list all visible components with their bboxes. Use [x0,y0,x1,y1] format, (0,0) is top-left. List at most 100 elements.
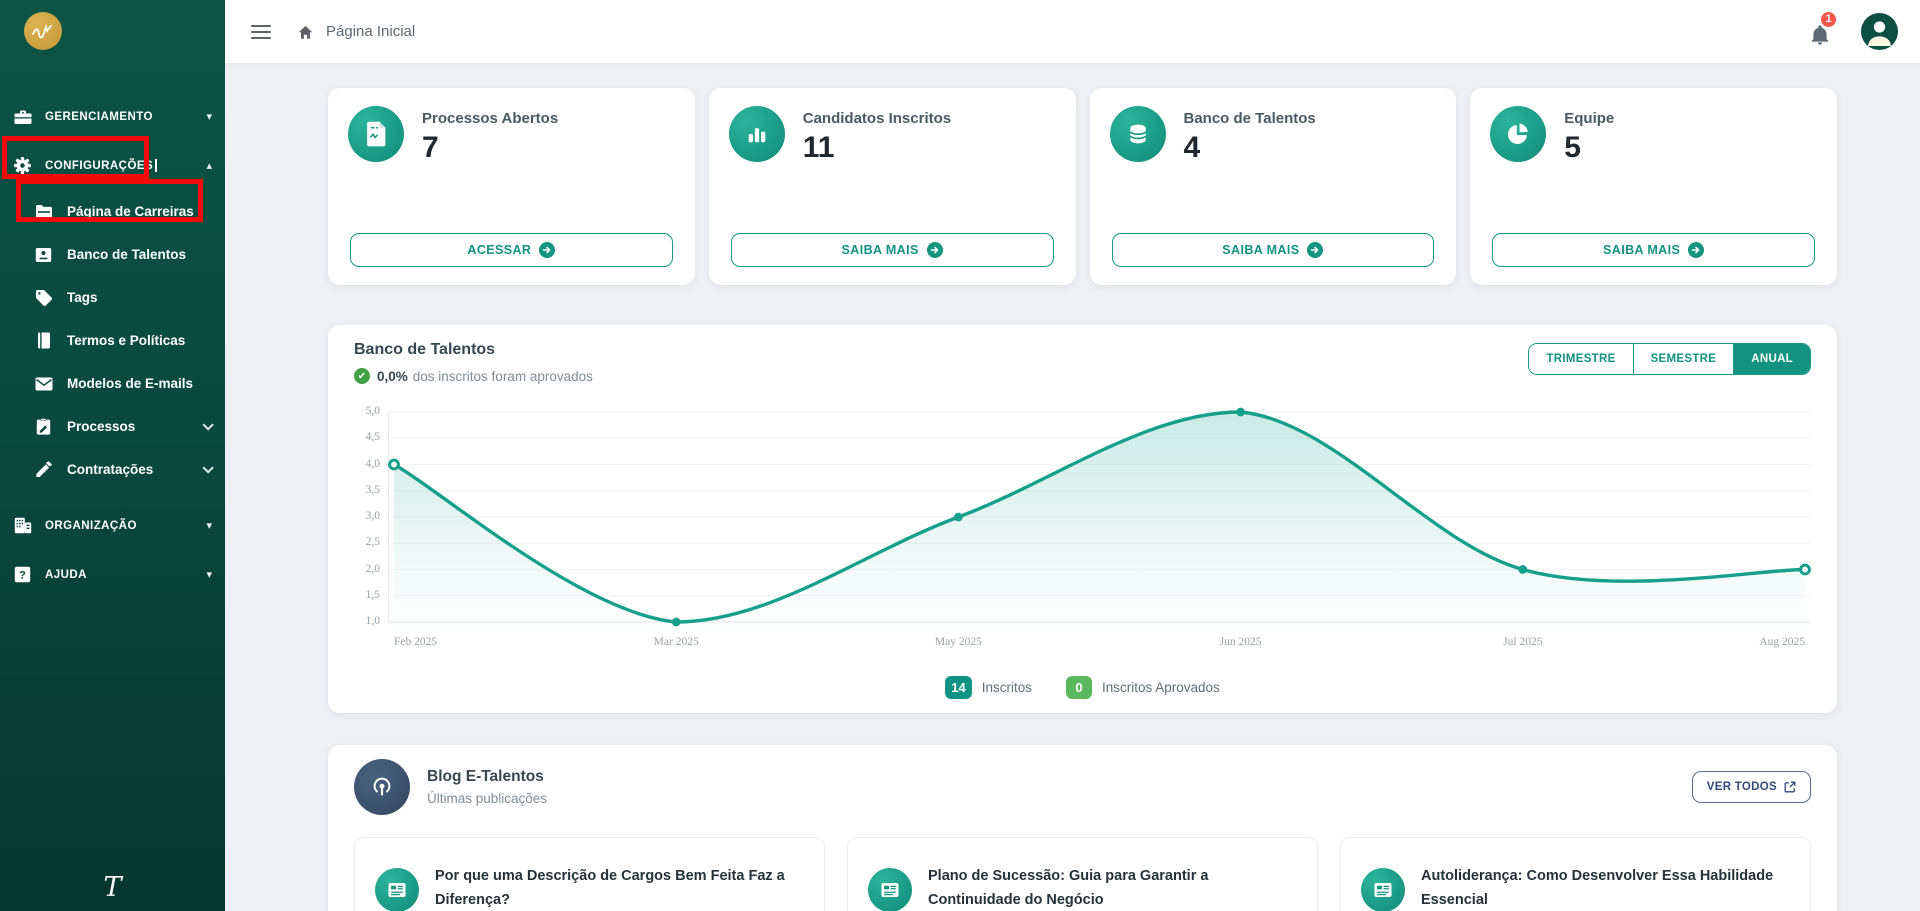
y-axis: 5,0 4,5 4,0 3,5 3,0 2,5 2,0 1,5 1,0 [354,400,388,632]
card-title: Equipe [1564,110,1615,127]
sidebar-item-tags[interactable]: Tags [0,276,225,319]
sidebar-item-pagina-de-carreiras[interactable]: Página de Carreiras [0,190,225,233]
card-title: Banco de Talentos [1183,110,1316,127]
svg-text:?: ? [19,569,26,581]
tag-icon [34,288,53,307]
period-toggle-group: TRIMESTRE SEMESTRE ANUAL [1528,343,1811,375]
pie-chart-icon [1490,106,1547,162]
data-point[interactable] [1799,563,1811,576]
y-axis-label: 4,0 [365,457,380,470]
y-axis-label: 1,5 [365,588,380,601]
chevron-down-icon: ▾ [206,569,212,581]
news-icon [868,868,912,911]
avatar-icon [1868,21,1891,46]
sidebar-item-label: GERENCIAMENTO [45,110,153,123]
blog-post-card[interactable]: Por que uma Descrição de Cargos Bem Feit… [354,837,825,911]
card-value: 7 [422,131,439,164]
legend-item-inscritos: 14 Inscritos [945,676,1032,699]
sidebar-item-label: Modelos de E-mails [67,376,194,391]
notifications-button[interactable]: 1 [1809,9,1838,47]
question-icon: ? [13,565,32,584]
sidebar-item-label: ORGANIZAÇÃO [45,519,137,532]
book-icon [34,331,53,350]
blog-title: Blog E-Talentos [427,768,544,785]
card-banco-de-talentos: Banco de Talentos 4 SAIBA MAIS [1089,88,1457,285]
sidebar-item-processos[interactable]: Processos [0,405,225,448]
button-label: SAIBA MAIS [841,243,919,257]
arrow-circle-right-icon [1688,242,1705,258]
data-point[interactable] [388,458,400,471]
menu-icon[interactable] [251,21,271,43]
toggle-semestre[interactable]: SEMESTRE [1633,344,1735,374]
chart-line [392,410,1807,624]
sidebar-item-configuracoes[interactable]: CONFIGURAÇÕES ▴ [0,141,225,190]
document-icon [348,106,404,162]
saiba-mais-button[interactable]: SAIBA MAIS [730,233,1054,267]
sidebar-item-label: Banco de Talentos [67,247,187,262]
folder-icon [34,202,53,221]
id-card-icon [34,245,53,264]
gear-icon [13,156,32,175]
bar-chart-icon [728,106,785,162]
blog-posts-row: Por que uma Descrição de Cargos Bem Feit… [354,837,1811,911]
toggle-anual[interactable]: ANUAL [1734,344,1810,374]
sidebar-item-label: AJUDA [45,568,87,581]
blog-post-card[interactable]: Autoliderança: Como Desenvolver Essa Hab… [1340,837,1811,911]
sidebar-item-gerenciamento[interactable]: GERENCIAMENTO ▾ [0,92,225,141]
x-axis-label: Mar 2025 [653,636,699,648]
blog-post-card[interactable]: Plano de Sucessão: Guia para Garantir a … [847,837,1318,911]
news-icon [1361,868,1405,911]
topbar: Página Inicial 1 [225,0,1920,64]
ver-todos-button[interactable]: VER TODOS [1691,771,1811,803]
data-point[interactable] [671,617,681,627]
button-label: ACESSAR [467,243,532,257]
sidebar-item-termos-e-politicas[interactable]: Termos e Políticas [0,319,225,362]
footer-brand-logo: T [103,872,122,903]
legend-count-badge: 14 [945,676,972,699]
sidebar-item-ajuda[interactable]: ? AJUDA ▾ [0,550,225,599]
user-avatar[interactable] [1861,13,1898,50]
legend-label: Inscritos Aprovados [1101,680,1220,695]
sidebar-item-label: Contratações [67,462,154,477]
saiba-mais-button[interactable]: SAIBA MAIS [1492,233,1815,267]
text-cursor [155,159,157,172]
data-point[interactable] [954,512,963,522]
news-icon [375,868,419,911]
sidebar-item-contratacoes[interactable]: Contratações [0,448,225,491]
card-value: 11 [802,131,835,164]
logo-squiggle-icon [32,23,52,39]
chart-legend: 14 Inscritos 0 Inscritos Aprovados [354,676,1811,699]
y-axis-label: 1,0 [365,615,380,627]
blog-post-title: Plano de Sucessão: Guia para Garantir a … [928,868,1209,908]
chart-title: Banco de Talentos [354,341,496,358]
breadcrumb[interactable]: Página Inicial [296,23,415,41]
chevron-down-icon: ▾ [206,520,212,532]
arrow-circle-right-icon [926,242,943,258]
button-label: SAIBA MAIS [1603,243,1681,257]
data-point[interactable] [1518,565,1528,574]
y-axis-label: 3,5 [365,483,380,496]
legend-label: Inscritos [981,680,1032,695]
button-label: SAIBA MAIS [1222,243,1300,257]
saiba-mais-button[interactable]: SAIBA MAIS [1111,233,1435,267]
x-axis: Feb 2025 Mar 2025 May 2025 Jun 2025 Jul 2025… [388,636,1811,652]
sidebar-item-banco-de-talentos[interactable]: Banco de Talentos [0,233,225,276]
approval-rate-value: 0,0% [377,368,408,384]
x-axis-label: Jul 2025 [1503,636,1543,648]
x-axis-label: Aug 2025 [1759,636,1805,648]
sidebar-item-organizacao[interactable]: ORGANIZAÇÃO ▾ [0,501,225,550]
data-point[interactable] [1236,407,1245,417]
toggle-trimestre[interactable]: TRIMESTRE [1529,344,1634,374]
chart-area: 5,0 4,5 4,0 3,5 3,0 2,5 2,0 1,5 1,0 [354,400,1811,632]
line-chart [388,407,1811,632]
acessar-button[interactable]: ACESSAR [350,233,673,267]
legend-count-badge: 0 [1065,676,1092,699]
legend-item-inscritos-aprovados: 0 Inscritos Aprovados [1065,676,1220,699]
home-icon [298,25,313,39]
app-logo[interactable] [24,12,62,50]
arrow-circle-right-icon [1307,242,1324,258]
database-icon [1109,106,1166,162]
card-equipe: Equipe 5 SAIBA MAIS [1470,88,1837,285]
building-icon [13,516,32,535]
sidebar-item-modelos-de-emails[interactable]: Modelos de E-mails [0,362,225,405]
